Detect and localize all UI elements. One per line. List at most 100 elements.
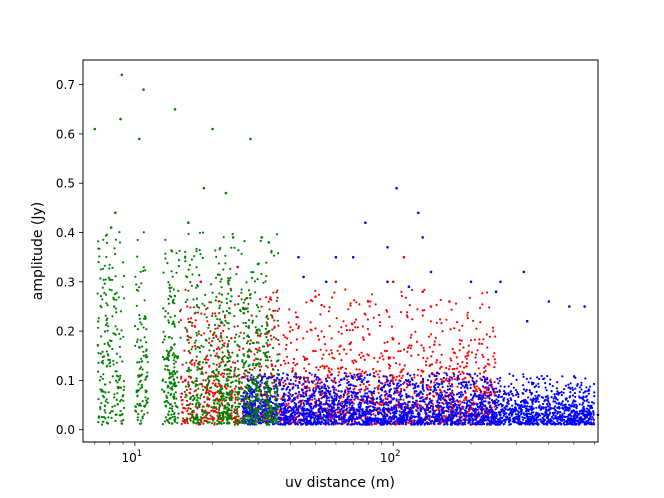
data-point — [533, 385, 536, 389]
data-point — [496, 390, 499, 393]
data-point — [376, 360, 379, 363]
data-point — [378, 379, 381, 382]
data-point — [323, 407, 327, 410]
data-point — [508, 423, 512, 426]
data-point — [526, 423, 529, 426]
data-point — [353, 413, 356, 416]
data-point — [385, 376, 388, 379]
data-point — [366, 387, 369, 390]
data-point — [477, 406, 481, 409]
data-point — [514, 402, 517, 405]
data-point — [232, 361, 235, 364]
data-point — [528, 423, 531, 426]
data-point — [212, 372, 216, 375]
data-point — [441, 330, 444, 333]
data-point — [380, 352, 383, 355]
data-point — [399, 395, 402, 399]
data-point — [270, 314, 273, 317]
data-point — [322, 403, 325, 406]
data-point — [475, 395, 478, 398]
data-point — [359, 383, 362, 387]
data-point — [440, 322, 443, 325]
data-point — [305, 420, 308, 423]
data-point — [258, 369, 262, 372]
data-point — [386, 310, 389, 313]
data-point — [181, 411, 184, 414]
data-point — [215, 352, 218, 355]
data-point — [483, 371, 486, 374]
data-point — [313, 394, 316, 397]
data-point — [298, 380, 301, 384]
data-point — [484, 378, 487, 381]
data-point — [587, 413, 590, 416]
data-point — [487, 358, 490, 361]
data-point — [298, 414, 301, 417]
data-point — [377, 384, 381, 387]
data-point — [573, 375, 576, 378]
data-point — [558, 411, 561, 414]
data-point — [399, 414, 402, 417]
data-point — [462, 381, 465, 384]
data-point — [508, 393, 511, 396]
data-point — [456, 362, 459, 365]
data-point — [435, 303, 438, 306]
data-point — [328, 376, 331, 379]
data-point — [333, 377, 336, 380]
data-point — [341, 402, 344, 405]
data-point — [398, 410, 401, 413]
data-point — [437, 403, 440, 407]
data-point — [535, 416, 538, 419]
data-point — [571, 386, 574, 389]
data-point — [324, 422, 328, 425]
data-point — [308, 381, 311, 384]
data-point — [488, 419, 491, 422]
data-point — [309, 417, 313, 420]
data-point — [490, 408, 493, 411]
data-point — [385, 421, 389, 424]
data-point — [475, 380, 478, 383]
data-point — [379, 408, 382, 411]
data-point — [442, 376, 445, 380]
data-point — [552, 414, 555, 417]
data-point — [561, 404, 564, 407]
data-point — [302, 382, 305, 385]
data-point — [585, 399, 588, 402]
data-point — [362, 336, 365, 339]
data-point — [411, 288, 414, 292]
data-point — [427, 414, 430, 417]
data-point — [428, 422, 431, 425]
data-point — [358, 416, 361, 419]
data-point — [360, 415, 363, 418]
data-point — [481, 342, 484, 345]
data-point — [470, 398, 473, 401]
data-point — [309, 299, 313, 302]
data-point — [495, 387, 498, 390]
data-point — [327, 418, 330, 421]
data-point — [463, 409, 467, 412]
data-point — [320, 387, 323, 390]
data-point — [467, 399, 471, 402]
data-point — [292, 406, 295, 409]
data-point — [359, 403, 362, 406]
data-point — [428, 392, 431, 395]
data-point — [356, 378, 359, 381]
data-point — [447, 394, 450, 397]
data-point — [372, 374, 375, 378]
data-point — [408, 380, 412, 383]
data-point — [481, 395, 484, 398]
data-point — [580, 388, 583, 391]
data-point — [263, 372, 266, 376]
data-point — [381, 382, 384, 385]
data-point — [351, 391, 354, 394]
data-point — [424, 403, 427, 406]
data-point — [282, 395, 285, 398]
data-point — [490, 417, 493, 420]
data-point — [497, 399, 500, 403]
data-point — [409, 347, 412, 350]
data-point — [425, 415, 428, 418]
data-point — [373, 422, 376, 425]
data-point — [296, 395, 299, 398]
data-point — [411, 404, 414, 407]
data-point — [290, 400, 293, 403]
data-point — [365, 409, 368, 412]
